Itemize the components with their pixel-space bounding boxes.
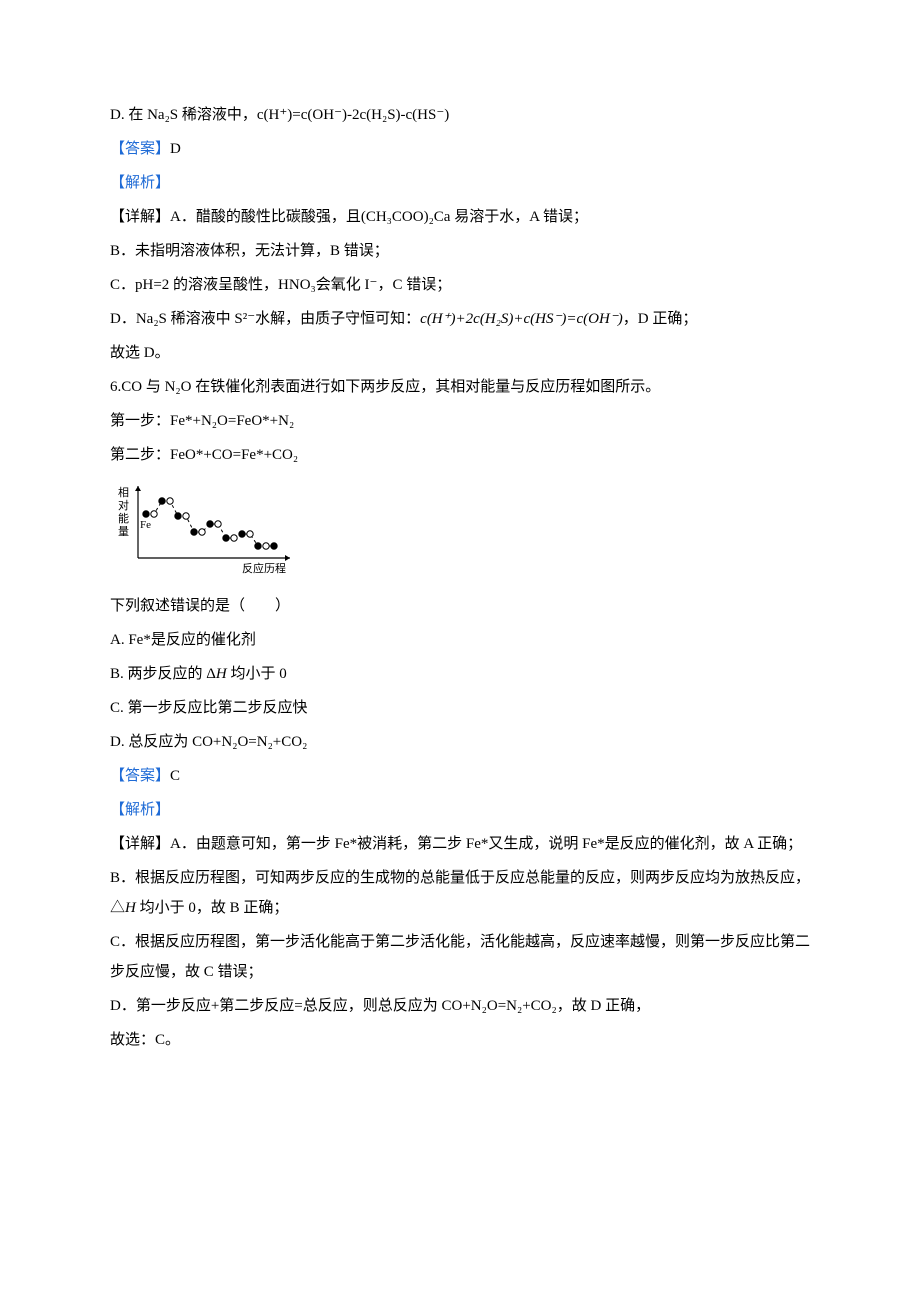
q6-option-d: D. 总反应为 CO+N₂O=N₂+CO₂ [110, 727, 810, 757]
q6-answer-line: 【答案】C [110, 761, 810, 791]
q6-option-b: B. 两步反应的 ΔH 均小于 0 [110, 659, 810, 689]
q5-option-d: D. 在 Na₂S 稀溶液中，c(H⁺)=c(OH⁻)-2c(H₂S)-c(HS… [110, 100, 810, 130]
q6-step2: 第二步：FeO*+CO=Fe*+CO₂ [110, 440, 810, 470]
q6-answer-value: C [170, 768, 180, 784]
q6-stem: 6.CO 与 N₂O 在铁催化剂表面进行如下两步反应，其相对能量与反应历程如图所… [110, 372, 810, 402]
svg-text:反应历程: 反应历程 [242, 561, 286, 575]
q5-analysis-label: 【解析】 [110, 168, 810, 198]
svg-text:相: 相 [118, 486, 129, 499]
q6-detail-b: B．根据反应历程图，可知两步反应的生成物的总能量低于反应总能量的反应，则两步反应… [110, 863, 810, 923]
detail-prefix: 【详解】 [110, 209, 170, 225]
detail-prefix: 【详解】 [110, 836, 170, 852]
q5-detail-c: C．pH=2 的溶液呈酸性，HNO₃会氧化 I⁻，C 错误； [110, 270, 810, 300]
q5-answer-line: 【答案】D [110, 134, 810, 164]
q6-detail-a: 【详解】A．由题意可知，第一步 Fe*被消耗，第二步 Fe*又生成，说明 Fe*… [110, 829, 810, 859]
q5-detail-d-pre: D．Na₂S 稀溶液中 S²⁻水解，由质子守恒可知： [110, 311, 420, 327]
q5-choose: 故选 D。 [110, 338, 810, 368]
svg-text:Fe: Fe [140, 519, 151, 531]
svg-text:能: 能 [118, 511, 129, 525]
q6-detail-c: C．根据反应历程图，第一步活化能高于第二步活化能，活化能越高，反应速率越慢，则第… [110, 927, 810, 987]
q6-detail-a-text: A．由题意可知，第一步 Fe*被消耗，第二步 Fe*又生成，说明 Fe*是反应的… [170, 836, 802, 852]
q5-answer-value: D [170, 141, 181, 157]
q6-optB-H: H [216, 666, 227, 682]
q6-detailB-H: H [125, 900, 136, 916]
q6-detailB-post: 均小于 0，故 B 正确； [136, 900, 289, 916]
svg-text:对: 对 [118, 498, 129, 512]
q6-optB-post: 均小于 0 [227, 666, 287, 682]
q6-option-a: A. Fe*是反应的催化剂 [110, 625, 810, 655]
q6-detail-d: D．第一步反应+第二步反应=总反应，则总反应为 CO+N₂O=N₂+CO₂，故 … [110, 991, 810, 1021]
answer-label: 【答案】 [110, 768, 170, 784]
q6-optB-pre: B. 两步反应的 Δ [110, 666, 216, 682]
q5-detail-a-text: A．醋酸的酸性比碳酸强，且(CH₃COO)₂Ca 易溶于水，A 错误； [170, 209, 588, 225]
energy-diagram-chart: 相对能量 Fe 反应历程 [110, 476, 810, 587]
energy-diagram-svg: 相对能量 Fe 反应历程 [110, 476, 300, 576]
q6-choose: 故选：C。 [110, 1025, 810, 1055]
answer-label: 【答案】 [110, 141, 170, 157]
q5-detail-a: 【详解】A．醋酸的酸性比碳酸强，且(CH₃COO)₂Ca 易溶于水，A 错误； [110, 202, 810, 232]
q5-detail-d-post: ，D 正确； [623, 311, 698, 327]
q6-option-c: C. 第一步反应比第二步反应快 [110, 693, 810, 723]
q5-detail-b: B．未指明溶液体积，无法计算，B 错误； [110, 236, 810, 266]
q6-post-chart: 下列叙述错误的是（ ） [110, 591, 810, 621]
svg-text:量: 量 [118, 525, 129, 538]
q5-detail-d-eq: c(H⁺)+2c(H₂S)+c(HS⁻)=c(OH⁻) [420, 311, 623, 327]
q6-analysis-label: 【解析】 [110, 795, 810, 825]
q6-step1: 第一步：Fe*+N₂O=FeO*+N₂ [110, 406, 810, 436]
q5-detail-d: D．Na₂S 稀溶液中 S²⁻水解，由质子守恒可知：c(H⁺)+2c(H₂S)+… [110, 304, 810, 334]
